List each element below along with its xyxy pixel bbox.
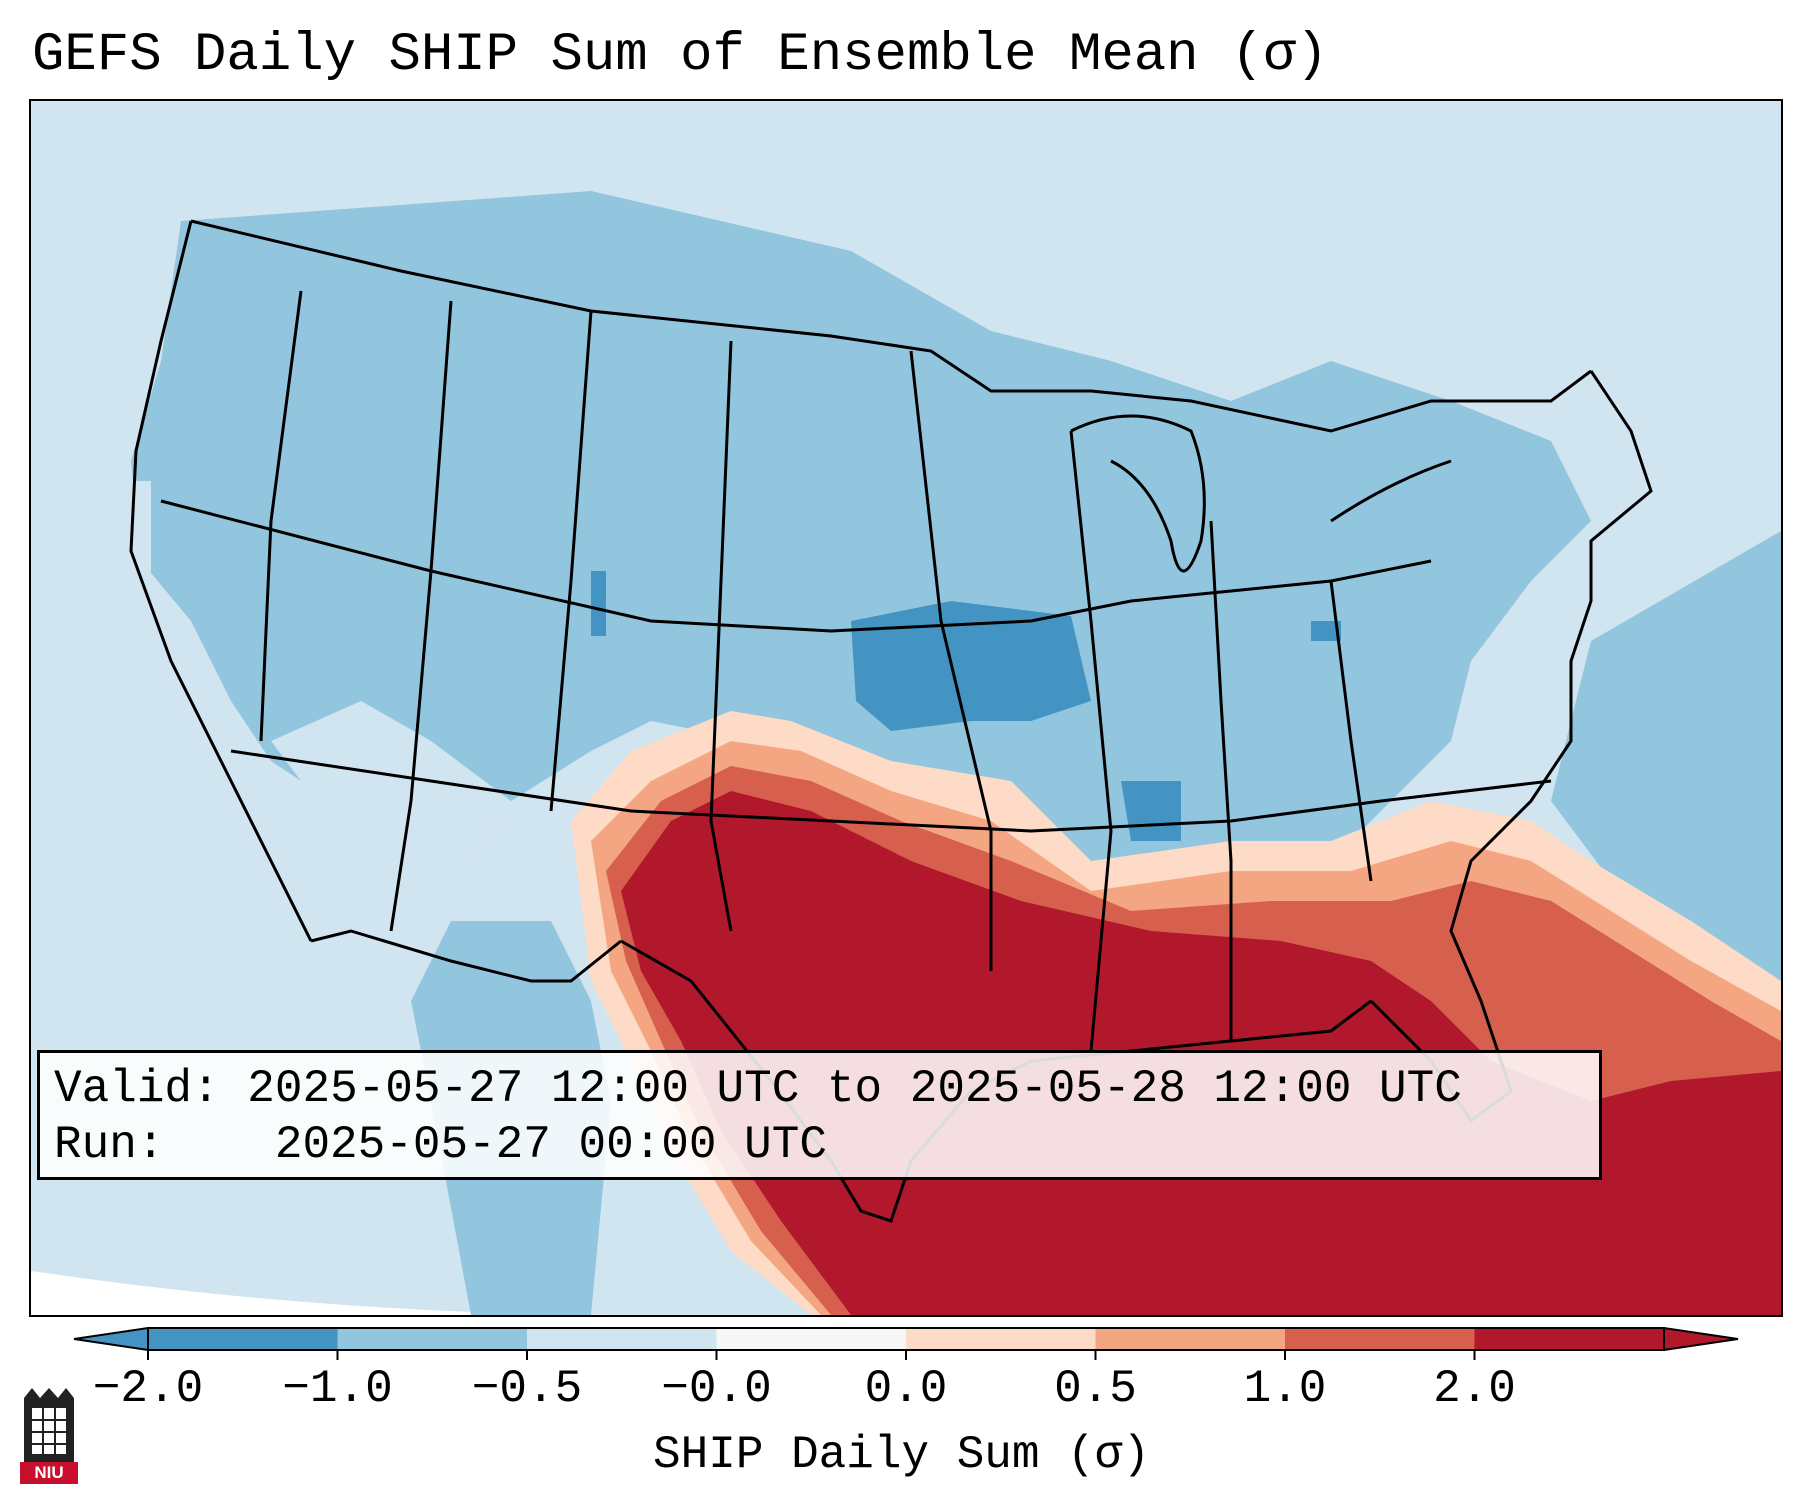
strong-positive-florida-east	[1471, 941, 1591, 1041]
negative-anomaly-region	[131, 191, 1591, 921]
niu-logo: NIU	[20, 1388, 78, 1484]
colorbar-segment	[1474, 1328, 1665, 1350]
chart-title: GEFS Daily SHIP Sum of Ensemble Mean (σ)	[32, 25, 1329, 86]
colorbar-tick-label: 0.5	[1054, 1363, 1137, 1415]
colorbar-extend-high	[1663, 1326, 1739, 1352]
logo-text: NIU	[20, 1462, 78, 1484]
run-value: 2025-05-27 00:00 UTC	[274, 1119, 827, 1171]
colorbar: −2.0 −1.0 −0.5 −0.0 0.0 0.5 1.0 2.0 SHIP Daily …	[0, 1316, 1803, 1506]
colorbar-tick-label: −0.5	[471, 1363, 583, 1415]
strong-negative-colorado	[591, 571, 606, 636]
validity-info-box: Valid: 2025-05-27 12:00 UTC to 2025-05-2…	[37, 1050, 1602, 1180]
colorbar-segment	[148, 1328, 338, 1350]
colorbar-segment	[1285, 1328, 1475, 1350]
strong-negative-kansas	[851, 601, 1091, 731]
map-outside-area	[31, 1271, 631, 1315]
valid-label: Valid:	[54, 1063, 220, 1115]
valid-value: 2025-05-27 12:00 UTC to 2025-05-28 12:00…	[247, 1063, 1462, 1115]
colorbar-extend-low	[73, 1326, 149, 1352]
colorbar-segment	[906, 1328, 1096, 1350]
colorbar-segment	[716, 1328, 907, 1350]
map-boundaries	[129, 219, 1653, 1223]
strong-negative-kentucky	[1311, 621, 1341, 641]
colorbar-tick-label: −2.0	[92, 1363, 204, 1415]
atlantic-negative-region	[1551, 531, 1781, 1001]
colorbar-segment	[527, 1328, 717, 1350]
colorbar-tick-label: −0.0	[661, 1363, 772, 1415]
colorbar-label: SHIP Daily Sum (σ)	[653, 1429, 1150, 1481]
southwest-light-region	[271, 701, 511, 861]
colorbar-segment	[337, 1328, 528, 1350]
colorbar-tick-label: 1.0	[1243, 1363, 1327, 1415]
run-label: Run:	[54, 1119, 165, 1171]
tower-icon	[24, 1388, 74, 1462]
strong-negative-mississippi	[1121, 781, 1181, 841]
colorbar-tick-label: 0.0	[864, 1363, 948, 1415]
colorbar-tick-label: 2.0	[1433, 1363, 1516, 1415]
pacific-light-region	[31, 481, 151, 1021]
colorbar-svg	[73, 1326, 1739, 1360]
colorbar-segment	[1095, 1328, 1286, 1350]
run-line: Run: 2025-05-27 00:00 UTC	[54, 1117, 1585, 1173]
colorbar-tick-label: −1.0	[282, 1363, 393, 1415]
valid-line: Valid: 2025-05-27 12:00 UTC to 2025-05-2…	[54, 1061, 1585, 1117]
